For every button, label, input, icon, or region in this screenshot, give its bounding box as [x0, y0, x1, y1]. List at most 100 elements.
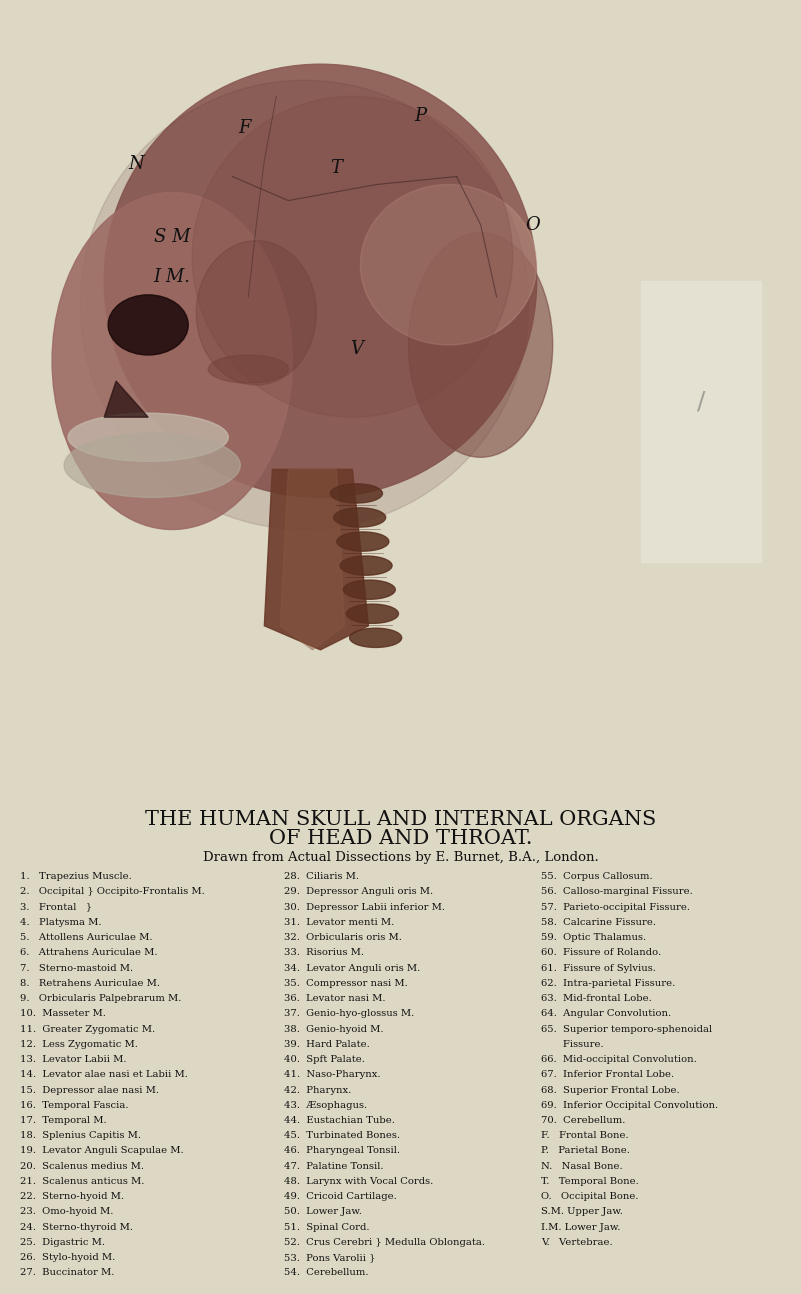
Text: 70.  Cerebellum.: 70. Cerebellum.	[541, 1115, 625, 1124]
Text: 50.  Lower Jaw.: 50. Lower Jaw.	[284, 1207, 362, 1216]
Text: 61.  Fissure of Sylvius.: 61. Fissure of Sylvius.	[541, 964, 655, 973]
Text: N.   Nasal Bone.: N. Nasal Bone.	[541, 1162, 622, 1171]
Text: 16.  Temporal Fascia.: 16. Temporal Fascia.	[20, 1101, 128, 1110]
Ellipse shape	[208, 355, 288, 383]
Text: 29.  Depressor Anguli oris M.: 29. Depressor Anguli oris M.	[284, 888, 433, 897]
Text: 53.  Pons Varolii }: 53. Pons Varolii }	[284, 1253, 376, 1262]
Ellipse shape	[343, 580, 396, 599]
Text: 4.   Platysma M.: 4. Platysma M.	[20, 917, 102, 927]
Text: T.   Temporal Bone.: T. Temporal Bone.	[541, 1178, 638, 1187]
Text: I M.: I M.	[154, 268, 191, 286]
Text: 6.   Attrahens Auriculae M.: 6. Attrahens Auriculae M.	[20, 949, 158, 958]
Text: 37.  Genio-hyo-glossus M.: 37. Genio-hyo-glossus M.	[284, 1009, 415, 1018]
Text: 10.  Masseter M.: 10. Masseter M.	[20, 1009, 106, 1018]
Text: 45.  Turbinated Bones.: 45. Turbinated Bones.	[284, 1131, 400, 1140]
Text: 55.  Corpus Callosum.: 55. Corpus Callosum.	[541, 872, 652, 881]
Text: O: O	[525, 216, 540, 234]
Text: 19.  Levator Anguli Scapulae M.: 19. Levator Anguli Scapulae M.	[20, 1146, 183, 1156]
Ellipse shape	[360, 185, 537, 345]
Text: /: /	[697, 389, 705, 413]
Text: 56.  Calloso-marginal Fissure.: 56. Calloso-marginal Fissure.	[541, 888, 692, 897]
Text: 24.  Sterno-thyroid M.: 24. Sterno-thyroid M.	[20, 1223, 133, 1232]
Text: 34.  Levator Anguli oris M.: 34. Levator Anguli oris M.	[284, 964, 421, 973]
Polygon shape	[280, 470, 344, 650]
Ellipse shape	[196, 241, 316, 386]
Text: 68.  Superior Frontal Lobe.: 68. Superior Frontal Lobe.	[541, 1086, 679, 1095]
Text: 23.  Omo-hyoid M.: 23. Omo-hyoid M.	[20, 1207, 114, 1216]
Text: 58.  Calcarine Fissure.: 58. Calcarine Fissure.	[541, 917, 656, 927]
Text: 31.  Levator menti M.: 31. Levator menti M.	[284, 917, 395, 927]
Text: 60.  Fissure of Rolando.: 60. Fissure of Rolando.	[541, 949, 661, 958]
Text: O.   Occipital Bone.: O. Occipital Bone.	[541, 1192, 638, 1201]
Text: 40.  Spft Palate.: 40. Spft Palate.	[284, 1055, 365, 1064]
Text: THE HUMAN SKULL AND INTERNAL ORGANS: THE HUMAN SKULL AND INTERNAL ORGANS	[145, 810, 656, 828]
Ellipse shape	[80, 80, 529, 529]
Text: 63.  Mid-frontal Lobe.: 63. Mid-frontal Lobe.	[541, 994, 651, 1003]
Text: 5.   Attollens Auriculae M.: 5. Attollens Auriculae M.	[20, 933, 152, 942]
Text: 66.  Mid-occipital Convolution.: 66. Mid-occipital Convolution.	[541, 1055, 696, 1064]
Text: 12.  Less Zygomatic M.: 12. Less Zygomatic M.	[20, 1040, 138, 1048]
Ellipse shape	[192, 96, 513, 417]
Text: F.   Frontal Bone.: F. Frontal Bone.	[541, 1131, 628, 1140]
Text: 42.  Pharynx.: 42. Pharynx.	[284, 1086, 352, 1095]
Ellipse shape	[64, 433, 240, 497]
Text: 49.  Cricoid Cartilage.: 49. Cricoid Cartilage.	[284, 1192, 397, 1201]
Text: S M: S M	[154, 228, 191, 246]
Text: 3.   Frontal   }: 3. Frontal }	[20, 903, 92, 911]
Polygon shape	[104, 380, 148, 417]
Text: 64.  Angular Convolution.: 64. Angular Convolution.	[541, 1009, 670, 1018]
Text: 35.  Compressor nasi M.: 35. Compressor nasi M.	[284, 978, 408, 987]
Text: Drawn from Actual Dissections by E. Burnet, B.A., London.: Drawn from Actual Dissections by E. Burn…	[203, 851, 598, 864]
Ellipse shape	[330, 484, 383, 503]
Text: 65.  Superior temporo-sphenoidal: 65. Superior temporo-sphenoidal	[541, 1025, 712, 1034]
Polygon shape	[264, 470, 368, 650]
Ellipse shape	[346, 604, 399, 624]
Text: N: N	[128, 155, 144, 173]
Text: 51.  Spinal Cord.: 51. Spinal Cord.	[284, 1223, 370, 1232]
Text: 46.  Pharyngeal Tonsil.: 46. Pharyngeal Tonsil.	[284, 1146, 400, 1156]
Text: 62.  Intra-parietal Fissure.: 62. Intra-parietal Fissure.	[541, 978, 675, 987]
Ellipse shape	[336, 532, 389, 551]
Text: 59.  Optic Thalamus.: 59. Optic Thalamus.	[541, 933, 646, 942]
Ellipse shape	[68, 413, 228, 462]
Text: 15.  Depressor alae nasi M.: 15. Depressor alae nasi M.	[20, 1086, 159, 1095]
Text: 43.  Æsophagus.: 43. Æsophagus.	[284, 1101, 368, 1110]
Text: 41.  Naso-Pharynx.: 41. Naso-Pharynx.	[284, 1070, 380, 1079]
Text: 54.  Cerebellum.: 54. Cerebellum.	[284, 1268, 368, 1277]
Text: Fissure.: Fissure.	[541, 1040, 603, 1048]
Ellipse shape	[340, 556, 392, 576]
Text: V: V	[350, 340, 363, 358]
Text: 57.  Parieto-occipital Fissure.: 57. Parieto-occipital Fissure.	[541, 903, 690, 911]
Text: 21.  Scalenus anticus M.: 21. Scalenus anticus M.	[20, 1178, 144, 1187]
Ellipse shape	[52, 193, 292, 529]
Text: 17.  Temporal M.: 17. Temporal M.	[20, 1115, 107, 1124]
Text: 52.  Crus Cerebri } Medulla Oblongata.: 52. Crus Cerebri } Medulla Oblongata.	[284, 1238, 485, 1247]
Text: 14.  Levator alae nasi et Labii M.: 14. Levator alae nasi et Labii M.	[20, 1070, 188, 1079]
Ellipse shape	[349, 628, 402, 647]
Text: V.   Vertebrae.: V. Vertebrae.	[541, 1238, 612, 1247]
Text: 18.  Splenius Capitis M.: 18. Splenius Capitis M.	[20, 1131, 141, 1140]
Text: 20.  Scalenus medius M.: 20. Scalenus medius M.	[20, 1162, 144, 1171]
Text: 32.  Orbicularis oris M.: 32. Orbicularis oris M.	[284, 933, 402, 942]
Text: 28.  Ciliaris M.: 28. Ciliaris M.	[284, 872, 360, 881]
Text: 25.  Digastric M.: 25. Digastric M.	[20, 1238, 105, 1247]
Text: P: P	[414, 107, 427, 126]
Text: T: T	[331, 159, 342, 177]
Text: 48.  Larynx with Vocal Cords.: 48. Larynx with Vocal Cords.	[284, 1178, 433, 1187]
Text: 2.   Occipital } Occipito-Frontalis M.: 2. Occipital } Occipito-Frontalis M.	[20, 888, 205, 897]
Bar	[641, 281, 761, 562]
Text: 11.  Greater Zygomatic M.: 11. Greater Zygomatic M.	[20, 1025, 155, 1034]
Text: 13.  Levator Labii M.: 13. Levator Labii M.	[20, 1055, 127, 1064]
Text: 39.  Hard Palate.: 39. Hard Palate.	[284, 1040, 370, 1048]
Text: 69.  Inferior Occipital Convolution.: 69. Inferior Occipital Convolution.	[541, 1101, 718, 1110]
Text: 47.  Palatine Tonsil.: 47. Palatine Tonsil.	[284, 1162, 384, 1171]
Text: I.M. Lower Jaw.: I.M. Lower Jaw.	[541, 1223, 620, 1232]
Text: 8.   Retrahens Auriculae M.: 8. Retrahens Auriculae M.	[20, 978, 160, 987]
Text: 44.  Eustachian Tube.: 44. Eustachian Tube.	[284, 1115, 395, 1124]
Text: 26.  Stylo-hyoid M.: 26. Stylo-hyoid M.	[20, 1253, 115, 1262]
Text: 1.   Trapezius Muscle.: 1. Trapezius Muscle.	[20, 872, 132, 881]
Ellipse shape	[104, 65, 537, 497]
Text: F: F	[238, 119, 251, 137]
Text: 9.   Orbicularis Palpebrarum M.: 9. Orbicularis Palpebrarum M.	[20, 994, 181, 1003]
Ellipse shape	[333, 507, 386, 527]
